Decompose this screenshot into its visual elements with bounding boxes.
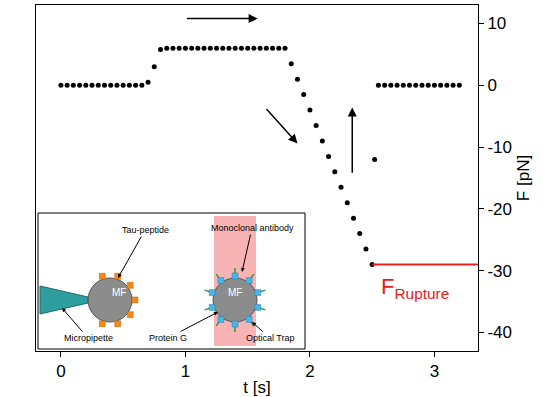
svg-text:-20: -20 [487, 200, 512, 219]
svg-text:Protein G: Protein G [149, 333, 187, 343]
svg-text:-40: -40 [487, 323, 512, 342]
svg-text:1: 1 [181, 362, 190, 381]
svg-text:-30: -30 [487, 262, 512, 281]
svg-text:Monoclonal antibody: Monoclonal antibody [211, 223, 294, 233]
svg-text:-10: -10 [487, 138, 512, 157]
svg-text:0: 0 [56, 362, 65, 381]
svg-text:Optical Trap: Optical Trap [246, 333, 295, 343]
svg-text:3: 3 [430, 362, 439, 381]
svg-text:F​Rupture​: F​Rupture​ [381, 274, 449, 302]
svg-text:F [pN]: F [pN] [514, 155, 533, 201]
svg-text:Tau-peptide: Tau-peptide [122, 225, 169, 235]
svg-text:2: 2 [305, 362, 314, 381]
svg-text:MF: MF [112, 287, 126, 298]
svg-text:Micropipette: Micropipette [64, 333, 113, 343]
svg-text:t [s]: t [s] [243, 378, 270, 397]
svg-text:0: 0 [487, 76, 496, 95]
svg-text:10: 10 [487, 14, 506, 33]
svg-text:MF: MF [228, 287, 242, 298]
